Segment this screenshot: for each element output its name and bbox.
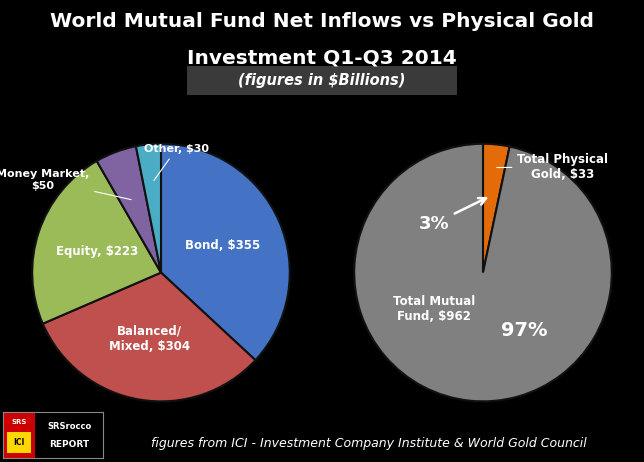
Text: Other, $30: Other, $30	[144, 144, 209, 181]
Text: Bond, $355: Bond, $355	[185, 239, 260, 252]
Wedge shape	[43, 273, 256, 401]
Text: SRSrocco: SRSrocco	[47, 422, 91, 432]
Text: (figures in $Billions): (figures in $Billions)	[238, 73, 406, 88]
Text: ICI: ICI	[14, 438, 25, 447]
Text: Investment Q1-Q3 2014: Investment Q1-Q3 2014	[187, 49, 457, 67]
Text: figures from ICI - Investment Company Institute & World Gold Council: figures from ICI - Investment Company In…	[151, 438, 587, 450]
Text: Total Physical
Gold, $33: Total Physical Gold, $33	[497, 153, 609, 181]
Text: Money Market,
$50: Money Market, $50	[0, 169, 131, 200]
Text: 97%: 97%	[501, 321, 547, 340]
Text: 3%: 3%	[419, 198, 486, 233]
Text: Balanced/
Mixed, $304: Balanced/ Mixed, $304	[109, 325, 190, 353]
Text: SRS: SRS	[12, 419, 27, 425]
Wedge shape	[136, 144, 161, 273]
Text: Equity, $223: Equity, $223	[56, 245, 138, 258]
Text: REPORT: REPORT	[49, 440, 89, 449]
Wedge shape	[354, 144, 612, 401]
Wedge shape	[32, 161, 161, 324]
Wedge shape	[483, 144, 509, 273]
Text: World Mutual Fund Net Inflows vs Physical Gold: World Mutual Fund Net Inflows vs Physica…	[50, 12, 594, 30]
Wedge shape	[97, 146, 161, 273]
Text: Total Mutual
Fund, $962: Total Mutual Fund, $962	[393, 295, 475, 322]
Bar	[7, 432, 31, 453]
Bar	[3, 412, 35, 458]
Wedge shape	[161, 144, 290, 360]
